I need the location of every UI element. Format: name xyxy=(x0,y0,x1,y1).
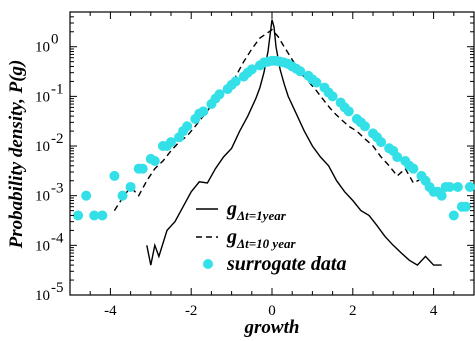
surrogate-data-point xyxy=(448,210,459,221)
y-tick-label: 10 xyxy=(35,288,50,304)
surrogate-data-point xyxy=(97,210,108,221)
surrogate-data-point xyxy=(230,76,241,87)
series-line-dt10 xyxy=(113,28,439,211)
y-tick-exponent: 0 xyxy=(51,32,59,48)
y-tick-exponent: -3 xyxy=(51,181,64,197)
surrogate-data-point xyxy=(327,91,338,102)
surrogate-data-point xyxy=(392,152,403,163)
x-tick-label: 2 xyxy=(349,303,357,319)
surrogate-data-point xyxy=(125,181,136,192)
surrogate-data-point xyxy=(137,163,148,174)
surrogate-data-point xyxy=(464,181,475,192)
y-tick-label: 10 xyxy=(35,40,50,56)
surrogate-data-point xyxy=(359,121,370,132)
x-tick-label: -4 xyxy=(104,303,117,319)
surrogate-data-point xyxy=(452,181,463,192)
x-tick-label: 4 xyxy=(430,303,438,319)
surrogate-data-point xyxy=(436,190,447,201)
surrogate-data-point xyxy=(198,106,209,117)
legend-label: gΔt=1year xyxy=(226,198,287,223)
y-tick-label: 10 xyxy=(35,238,50,254)
y-tick-exponent: -4 xyxy=(51,230,64,246)
legend-marker xyxy=(203,259,213,269)
y-tick-label: 10 xyxy=(35,139,50,155)
x-tick-label: 0 xyxy=(268,303,276,319)
surrogate-data-point xyxy=(214,89,225,100)
legend-label: gΔt=10 year xyxy=(226,226,296,251)
surrogate-data-point xyxy=(444,181,455,192)
surrogate-data-point xyxy=(311,77,322,88)
y-tick-exponent: -2 xyxy=(51,131,64,147)
surrogate-data-point xyxy=(89,210,100,221)
surrogate-data-point xyxy=(149,155,160,166)
surrogate-data-point xyxy=(117,190,128,201)
surrogate-data-point xyxy=(295,66,306,77)
surrogate-data-point xyxy=(182,121,193,132)
x-tick-label: -2 xyxy=(185,303,198,319)
surrogate-data-point xyxy=(109,170,120,181)
surrogate-data-point xyxy=(246,64,257,75)
y-axis-title: Probability density, P(g) xyxy=(6,60,27,250)
y-tick-exponent: -5 xyxy=(51,280,64,296)
y-tick-exponent: -1 xyxy=(51,81,64,97)
x-axis-title: growth xyxy=(244,317,300,338)
surrogate-data-point xyxy=(460,201,471,212)
legend-label: surrogate data xyxy=(226,253,346,275)
series-layer xyxy=(73,19,475,266)
surrogate-data-point xyxy=(166,137,176,148)
y-tick-label: 10 xyxy=(35,89,50,105)
surrogate-data-point xyxy=(408,163,419,174)
series-line-dt1 xyxy=(146,19,442,266)
surrogate-data-point xyxy=(376,137,387,148)
surrogate-data-point xyxy=(343,106,354,117)
surrogate-data-point xyxy=(73,210,84,221)
surrogate-data-point xyxy=(81,190,92,201)
y-tick-label: 10 xyxy=(35,189,50,205)
